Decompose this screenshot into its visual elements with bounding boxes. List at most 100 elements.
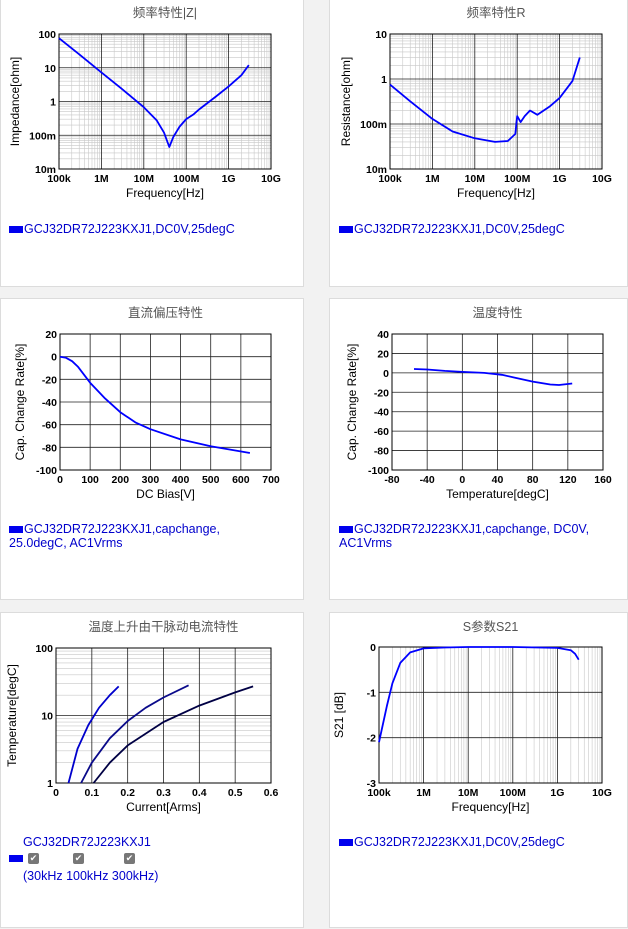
y-tick-label: -80	[42, 442, 57, 454]
x-tick-label: 0.6	[264, 787, 279, 799]
series-line	[59, 355, 251, 454]
x-tick-label: 100M	[500, 787, 527, 799]
x-tick-label: 1M	[94, 173, 109, 185]
x-tick-label: 80	[527, 474, 539, 486]
x-tick-label: 1M	[425, 173, 440, 185]
series-line	[58, 37, 250, 148]
x-tick-label: 40	[492, 474, 504, 486]
checkbox-300khz[interactable]: ✔	[124, 853, 135, 864]
legend-swatch	[339, 526, 353, 534]
x-tick-label: 120	[559, 474, 577, 486]
y-tick-label: -80	[374, 446, 389, 458]
x-tick-label: 0.2	[120, 787, 135, 799]
x-tick-label: 1G	[550, 787, 564, 799]
y-tick-label: 10m	[35, 164, 56, 176]
legend-swatch	[9, 226, 23, 234]
x-tick-label: 10M	[465, 173, 486, 185]
legend: GCJ32DR72J223KXJ1,DC0V,25degC	[339, 835, 565, 849]
y-tick-label: -2	[367, 733, 376, 745]
y-tick-label: 20	[377, 348, 389, 360]
x-tick-label: 0	[57, 474, 63, 486]
y-tick-label: -3	[367, 778, 376, 790]
y-tick-label: 0	[370, 642, 376, 654]
x-tick-label: 200	[112, 474, 130, 486]
series-line	[413, 368, 573, 386]
y-axis-label: Cap. Change Rate[%]	[13, 344, 27, 461]
y-tick-label: -60	[42, 420, 57, 432]
x-tick-label: -80	[384, 474, 399, 486]
chart-title: 频率特性|Z|	[133, 5, 197, 20]
x-tick-label: 100M	[504, 173, 531, 185]
impedance-chart: 频率特性|Z| 100k 1M 10M 100M 1G 10G 100 10 1 100m 10m Fr…	[8, 5, 281, 200]
x-tick-label: 0	[53, 787, 59, 799]
plot-frame	[378, 646, 603, 784]
x-tick-label: 500	[202, 474, 220, 486]
plot-frame	[391, 333, 604, 471]
plot-frame	[59, 333, 272, 471]
series-line-300kHz	[92, 685, 254, 784]
y-tick-label: 40	[377, 329, 389, 341]
temperature-chart: 温度特性-80 -40 0 40 80 120 16040200-20-40-60-80-1…	[345, 305, 612, 501]
checkbox-100khz[interactable]: ✔	[73, 853, 84, 864]
y-tick-label: -1	[367, 687, 376, 699]
ripple-current-chart: 温度上升由干脉动电流特性 0 0.1 0.2 0.3 0.4 0.5 0.6 100 10 1 Cur…	[5, 619, 279, 814]
y-tick-label: -100	[36, 465, 57, 477]
resistance-chart: 频率特性R 100k 1M 10M 100M 1G 10G 10 1 100m 10m Frequen…	[339, 5, 612, 200]
y-tick-label: -40	[42, 397, 57, 409]
series-line-30kHz	[67, 685, 120, 784]
x-tick-label: 300	[142, 474, 160, 486]
y-tick-label: 100	[35, 643, 53, 655]
legend-swatch	[9, 855, 23, 862]
x-tick-label: 400	[172, 474, 190, 486]
x-tick-label: 0.4	[192, 787, 207, 799]
x-tick-label: 600	[232, 474, 250, 486]
s21-chart: S参数S21 100k 1M 10M 100M 1G 10G 0 -1 -2 -3 Frequency…	[332, 619, 612, 814]
y-tick-label: -40	[374, 407, 389, 419]
chart-title: 温度特性	[472, 305, 522, 320]
x-tick-label: 0.3	[156, 787, 171, 799]
legend-label: GCJ32DR72J223KXJ1,DC0V,25degC	[24, 222, 235, 236]
x-tick-label: 700	[262, 474, 280, 486]
y-tick-label: -20	[42, 374, 57, 386]
x-tick-label: 1G	[222, 173, 236, 185]
y-axis-label: Resistance[ohm]	[339, 57, 353, 146]
frequency-legend: (30kHz 100kHz 300kHz)	[23, 869, 159, 883]
x-tick-label: 1M	[416, 787, 431, 799]
x-tick-label: 100k	[367, 787, 391, 799]
y-axis-label: Cap. Change Rate[%]	[345, 344, 359, 461]
x-tick-label: 0.5	[228, 787, 243, 799]
legend-label: GCJ32DR72J223KXJ1,capchange, DC0V, AC1Vr…	[339, 522, 590, 550]
x-axis-label: Frequency[Hz]	[126, 186, 204, 200]
x-tick-label: 160	[594, 474, 612, 486]
x-tick-label: -40	[420, 474, 435, 486]
x-tick-label: 1G	[553, 173, 567, 185]
y-tick-label: 0	[383, 368, 389, 380]
y-tick-label: 1	[381, 74, 387, 86]
x-axis-label: Frequency[Hz]	[457, 186, 535, 200]
x-tick-label: 10G	[592, 787, 612, 799]
plot-frame	[389, 33, 603, 170]
x-tick-label: 10M	[458, 787, 479, 799]
y-tick-label: -100	[368, 465, 389, 477]
s21-chart-panel: S参数S21 100k 1M 10M 100M 1G 10G 0 -1 -2 -3 Frequency…	[329, 612, 628, 928]
y-tick-label: 100m	[29, 130, 56, 142]
legend-label: GCJ32DR72J223KXJ1,capchange, 25.0degC, A…	[9, 522, 220, 550]
y-tick-label: 10m	[366, 164, 387, 176]
legend-label: GCJ32DR72J223KXJ1,DC0V,25degC	[354, 222, 565, 236]
legend-label: GCJ32DR72J223KXJ1,DC0V,25degC	[354, 835, 565, 849]
checkbox-30khz[interactable]: ✔	[28, 853, 39, 864]
y-tick-label: 100m	[360, 119, 387, 131]
y-axis-label: Impedance[ohm]	[8, 57, 22, 146]
x-tick-label: 100M	[173, 173, 200, 185]
x-axis-label: Current[Arms]	[126, 800, 201, 814]
x-tick-label: 0	[459, 474, 465, 486]
x-tick-label: 10M	[134, 173, 155, 185]
y-tick-label: -60	[374, 426, 389, 438]
y-tick-label: 100	[38, 29, 56, 41]
series-line-100kHz	[80, 684, 189, 784]
y-tick-label: -20	[374, 387, 389, 399]
x-tick-label: 100	[81, 474, 99, 486]
chart-title: 频率特性R	[466, 5, 525, 20]
legend-swatch	[339, 226, 353, 234]
